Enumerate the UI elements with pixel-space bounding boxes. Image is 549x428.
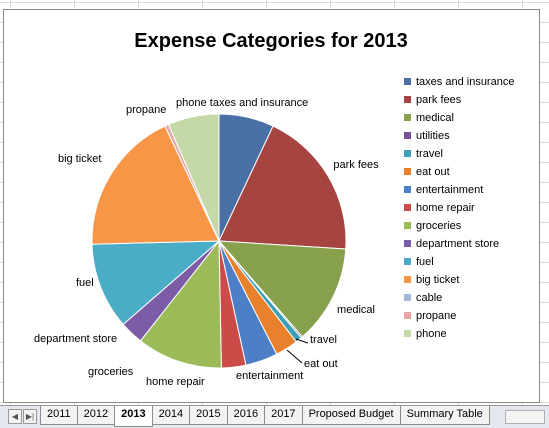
slice-label-fuel: fuel bbox=[76, 277, 94, 289]
legend-swatch-phone bbox=[404, 330, 411, 337]
sheet-tab-proposed-budget[interactable]: Proposed Budget bbox=[301, 406, 401, 425]
legend-swatch-cable bbox=[404, 294, 411, 301]
sheet-tab-2015[interactable]: 2015 bbox=[189, 406, 228, 425]
pie-slice-big-ticket[interactable] bbox=[91, 125, 220, 245]
sheet-tab-2014[interactable]: 2014 bbox=[151, 406, 191, 425]
sheet-tab-2017[interactable]: 2017 bbox=[264, 406, 303, 425]
pie-slices bbox=[91, 113, 347, 369]
legend-entry-home-repair: home repair bbox=[416, 202, 475, 214]
pie-slice-fuel[interactable] bbox=[91, 240, 221, 326]
slice-label-medical: medical bbox=[337, 304, 375, 316]
legend-swatch-taxes-and-insurance bbox=[404, 78, 411, 85]
legend-entry-phone: phone bbox=[416, 328, 447, 340]
legend-entry-travel: travel bbox=[416, 148, 443, 160]
slice-label-big-ticket: big ticket bbox=[58, 153, 101, 165]
legend-entry-eat-out: eat out bbox=[416, 166, 450, 178]
legend-entry-propane: propane bbox=[416, 310, 456, 322]
slice-label-phone: phone bbox=[176, 97, 207, 109]
legend-swatch-groceries bbox=[404, 222, 411, 229]
pie-slice-phone[interactable] bbox=[167, 113, 220, 242]
horizontal-scrollbar[interactable] bbox=[505, 410, 545, 424]
legend-entry-groceries: groceries bbox=[416, 220, 462, 232]
pie-chart: Expense Categories for 2013 taxes and in… bbox=[34, 30, 514, 388]
leader-line-travel bbox=[295, 338, 309, 344]
pie-slice-park-fees[interactable] bbox=[218, 125, 347, 250]
slice-label-travel: travel bbox=[310, 334, 337, 346]
slice-label-groceries: groceries bbox=[88, 366, 134, 378]
legend-entry-utilities: utilities bbox=[416, 130, 450, 142]
legend-swatch-park-fees bbox=[404, 96, 411, 103]
slice-label-eat-out: eat out bbox=[304, 358, 338, 370]
legend-swatch-big-ticket bbox=[404, 276, 411, 283]
slice-label-department-store: department store bbox=[34, 333, 117, 345]
sheet-tab-2016[interactable]: 2016 bbox=[226, 406, 266, 425]
legend-swatch-entertainment bbox=[404, 186, 411, 193]
last-sheet-button[interactable]: ▶| bbox=[23, 409, 37, 424]
sheet-tabs: 2011 2012 2013 2014 2015 2016 2017 Proposed Bud… bbox=[40, 406, 490, 428]
slice-labels: taxes and insurance park fees medical trave… bbox=[34, 97, 379, 388]
legend-entry-park-fees: park fees bbox=[416, 94, 462, 106]
legend-entry-cable: cable bbox=[416, 292, 442, 304]
slice-label-park-fees: park fees bbox=[333, 159, 379, 171]
legend-entry-fuel: fuel bbox=[416, 256, 434, 268]
sheet-tab-2012[interactable]: 2012 bbox=[76, 406, 116, 425]
legend: taxes and insurance park fees medical utili… bbox=[404, 76, 514, 340]
slice-label-home-repair: home repair bbox=[146, 376, 205, 388]
legend-swatch-utilities bbox=[404, 132, 411, 139]
chart-area[interactable]: Expense Categories for 2013 taxes and in… bbox=[3, 9, 540, 403]
leader-line-eat-out bbox=[286, 349, 303, 364]
first-sheet-button[interactable]: ◀ bbox=[8, 409, 22, 424]
sheet-tab-bar: ◀ ▶| 2011 2012 2013 2014 2015 2016 2017 Propose… bbox=[0, 405, 549, 428]
legend-swatch-propane bbox=[404, 312, 411, 319]
sheet-tab-2011[interactable]: 2011 bbox=[40, 406, 78, 425]
worksheet-grid[interactable]: Expense Categories for 2013 taxes and in… bbox=[0, 0, 549, 405]
legend-swatch-home-repair bbox=[404, 204, 411, 211]
pie-slice-groceries[interactable] bbox=[139, 239, 222, 369]
legend-swatch-department-store bbox=[404, 240, 411, 247]
legend-entry-big-ticket: big ticket bbox=[416, 274, 459, 286]
leader-lines bbox=[286, 338, 309, 364]
legend-entry-entertainment: entertainment bbox=[416, 184, 483, 196]
chart-title: Expense Categories for 2013 bbox=[134, 30, 407, 52]
legend-entry-taxes-and-insurance: taxes and insurance bbox=[416, 76, 514, 88]
legend-swatch-eat-out bbox=[404, 168, 411, 175]
legend-entry-medical: medical bbox=[416, 112, 454, 124]
legend-swatch-fuel bbox=[404, 258, 411, 265]
slice-label-propane: propane bbox=[126, 104, 166, 116]
sheet-tab-summary-table[interactable]: Summary Table bbox=[399, 406, 490, 425]
legend-swatch-travel bbox=[404, 150, 411, 157]
pie-slice-medical[interactable] bbox=[217, 240, 347, 338]
slice-label-entertainment: entertainment bbox=[236, 370, 303, 382]
legend-swatch-medical bbox=[404, 114, 411, 121]
legend-entry-department-store: department store bbox=[416, 238, 499, 250]
sheet-tab-2013[interactable]: 2013 bbox=[114, 406, 153, 427]
slice-label-taxes-and-insurance: taxes and insurance bbox=[210, 97, 308, 109]
